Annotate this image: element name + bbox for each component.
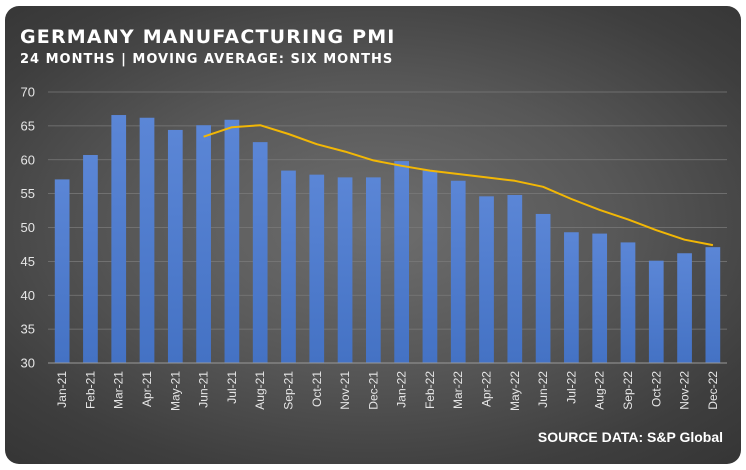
bar <box>337 177 353 363</box>
x-tick-label: Mar-21 <box>112 371 126 409</box>
bar <box>309 174 325 363</box>
bar <box>196 125 211 363</box>
x-tick-label: Nov-22 <box>678 371 692 410</box>
bar <box>564 232 579 363</box>
bar <box>648 260 664 363</box>
bar <box>422 170 438 363</box>
chart-title: GERMANY MANUFACTURING PMI <box>20 26 396 48</box>
y-tick-label: 50 <box>21 220 35 235</box>
x-tick-label: May-21 <box>168 371 182 411</box>
bar <box>450 180 466 363</box>
x-tick-label: Dec-21 <box>366 371 380 410</box>
y-tick-label: 30 <box>21 356 35 371</box>
bar <box>535 213 551 363</box>
y-tick-label: 55 <box>21 186 35 201</box>
bar <box>167 129 183 363</box>
x-tick-label: Jul-21 <box>225 371 239 404</box>
x-tick-label: Jan-21 <box>55 371 69 408</box>
x-tick-label: Sep-22 <box>621 371 635 410</box>
bar <box>592 233 608 363</box>
y-tick-label: 60 <box>21 152 35 167</box>
bar <box>705 247 721 363</box>
bar <box>54 179 70 363</box>
y-tick-label: 40 <box>21 288 35 303</box>
y-tick-label: 65 <box>21 118 35 133</box>
x-tick-label: Apr-22 <box>480 371 494 407</box>
x-tick-label: Oct-22 <box>649 371 663 407</box>
y-tick-label: 70 <box>21 85 35 100</box>
chart-subtitle: 24 MONTHS | MOVING AVERAGE: SIX MONTHS <box>20 52 394 67</box>
chart-card: GERMANY MANUFACTURING PMI 24 MONTHS | MO… <box>5 6 741 464</box>
x-tick-label: Aug-22 <box>593 371 607 410</box>
x-tick-label: Jul-22 <box>564 371 578 404</box>
x-tick-label: May-22 <box>508 371 522 411</box>
x-tick-label: Feb-22 <box>423 371 437 409</box>
moving-average-line <box>203 124 714 247</box>
bar <box>365 177 381 363</box>
bar <box>507 194 523 363</box>
x-tick-label: Oct-21 <box>310 371 324 407</box>
bar <box>281 170 296 363</box>
bar <box>677 253 692 363</box>
bar <box>224 119 240 363</box>
x-tick-label: Jun-22 <box>536 371 550 408</box>
x-tick-label: Jan-22 <box>395 371 409 408</box>
x-tick-label: Aug-21 <box>253 371 267 410</box>
source-note: SOURCE DATA: S&P Global <box>537 429 723 445</box>
x-tick-label: Mar-22 <box>451 371 465 409</box>
bar <box>111 115 127 363</box>
bar <box>139 117 155 364</box>
x-tick-label: Feb-21 <box>83 371 97 409</box>
bar <box>394 161 410 363</box>
bar <box>83 155 98 363</box>
y-tick-label: 35 <box>21 322 35 337</box>
x-tick-label: Sep-21 <box>281 371 295 410</box>
x-tick-label: Nov-21 <box>338 371 352 410</box>
bar <box>620 242 636 363</box>
x-tick-label: Dec-22 <box>706 371 720 410</box>
x-tick-label: Apr-21 <box>140 371 154 407</box>
pmi-chart-plot: 30 35 40 45 50 55 60 65 70 Jan-21 Feb-21 Mar-21 Apr-… <box>21 85 727 411</box>
x-tick-label: Jun-21 <box>197 371 211 408</box>
y-tick-label: 45 <box>21 254 35 269</box>
bar <box>252 142 268 363</box>
bar <box>479 196 494 363</box>
